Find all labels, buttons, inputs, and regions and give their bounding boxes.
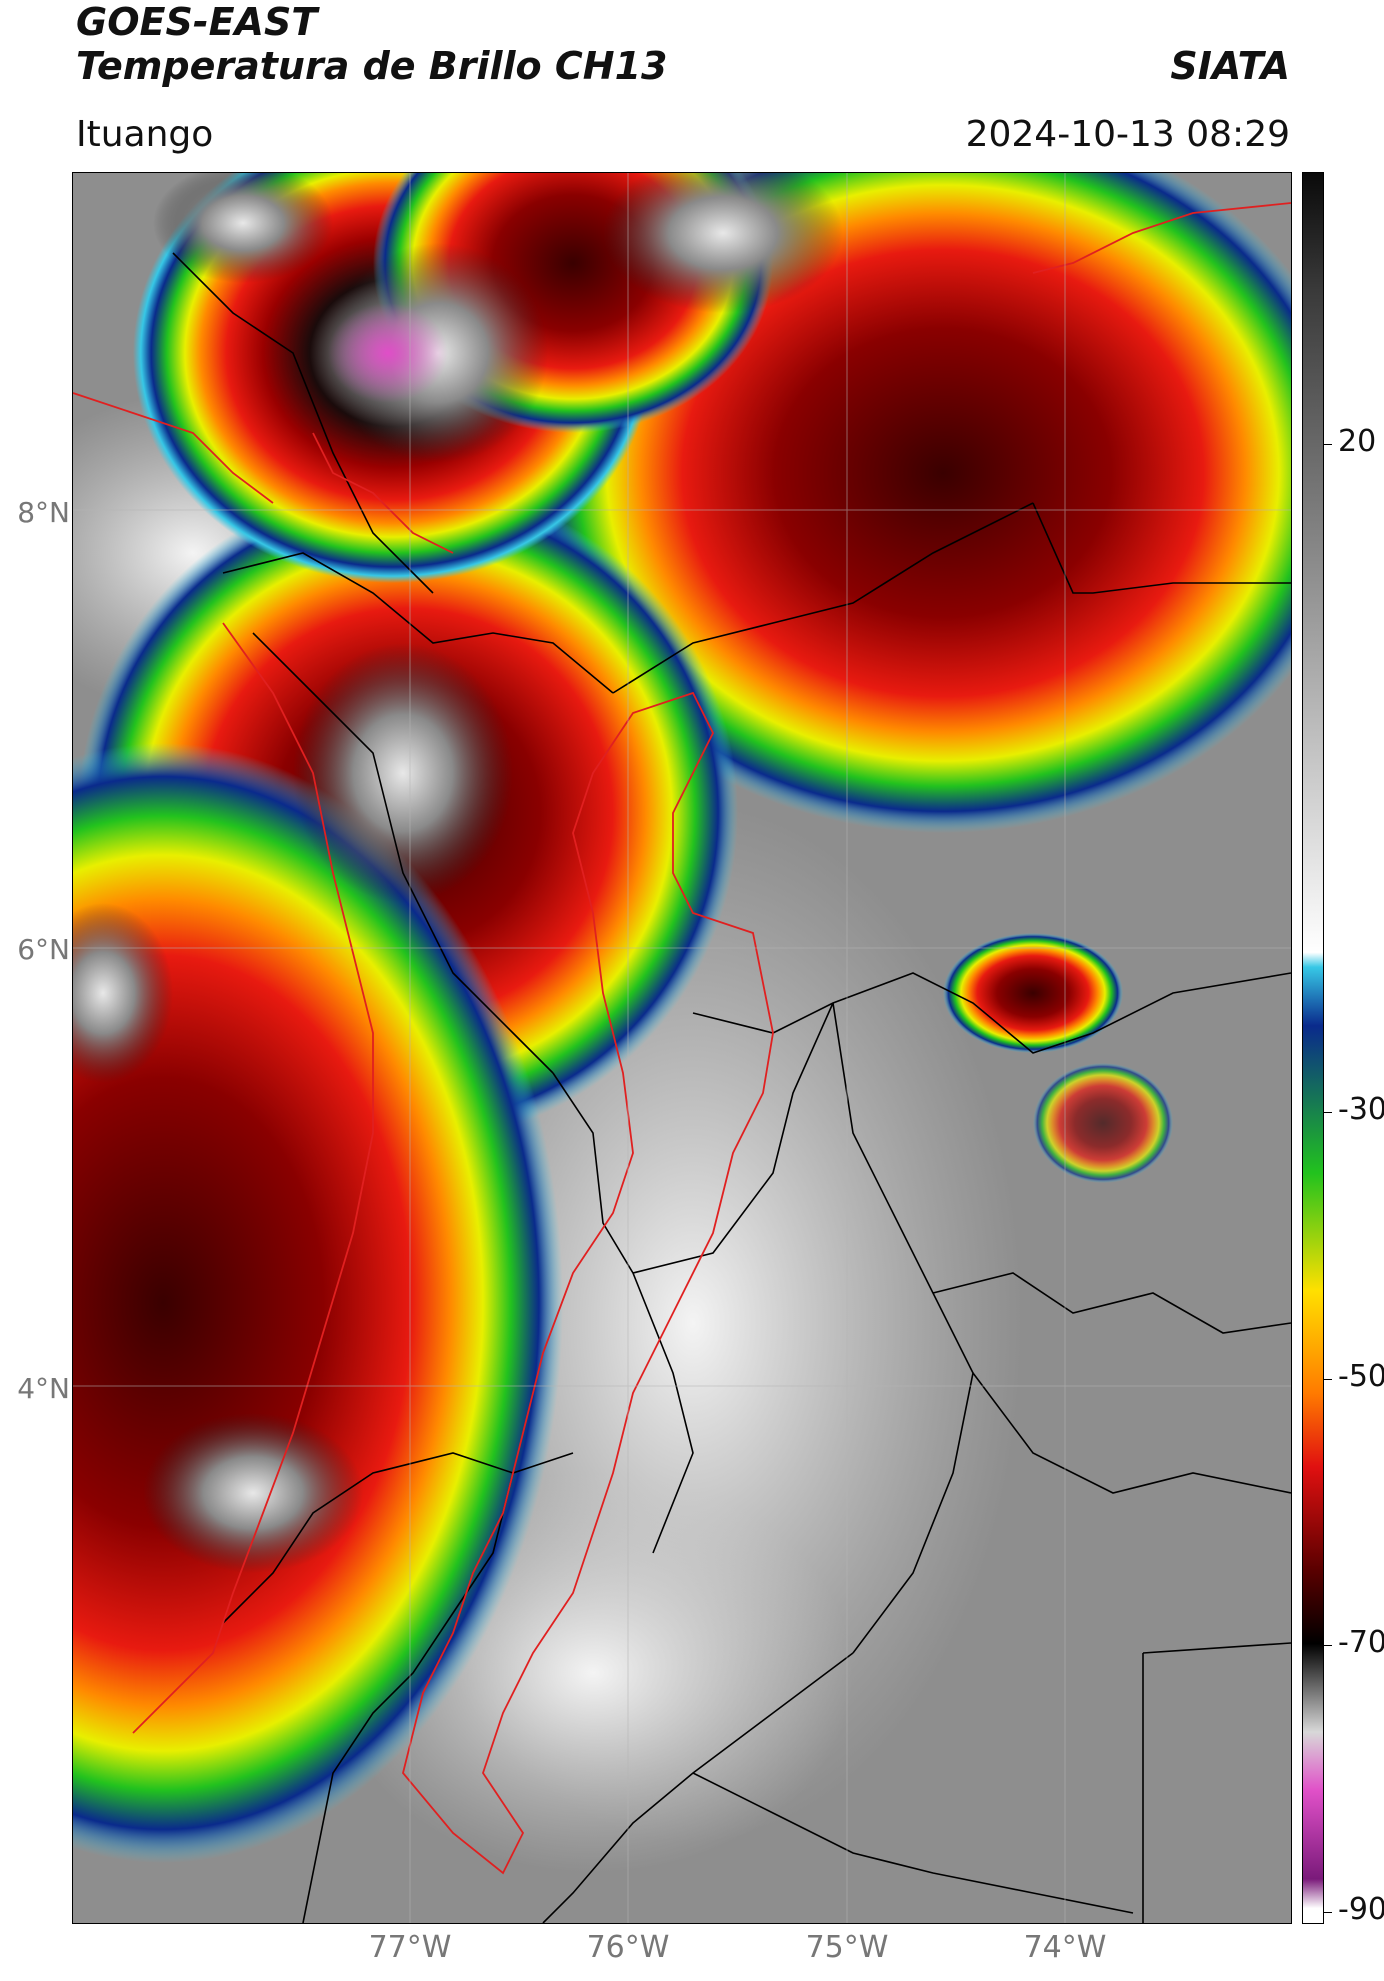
colorbar-tick-20 [1324,444,1332,445]
lat-label-6n: 6°N [17,933,70,966]
region-outline [73,202,1291,1875]
colorbar-label-20: 20 [1338,424,1377,459]
political-borders [172,252,1291,1923]
colorbar-tick-minus90 [1324,1912,1332,1913]
overshooting-top-north [603,173,843,313]
brightness-temperature-field [73,173,1291,1923]
overshooting-top-west [293,643,513,903]
colorbar-tick-minus70 [1324,1645,1332,1646]
lat-label-4n: 4°N [17,1372,70,1405]
colorbar-label-minus70: -70 [1338,1625,1384,1660]
coldest-core-pink [328,303,448,403]
lat-label-8n: 8°N [17,496,70,529]
lon-label-76w: 76°W [586,1930,670,1965]
lon-label-75w: 75°W [805,1930,889,1965]
colorbar-label-minus90: -90 [1338,1892,1384,1927]
overshooting-top-nw [153,173,333,283]
overshooting-top-sw [143,1413,363,1573]
satellite-map[interactable] [72,172,1292,1924]
storm-southwest [73,743,563,1863]
colorbar-tick-minus50 [1324,1379,1332,1380]
colorbar-label-minus30: -30 [1338,1092,1384,1127]
graticule [73,173,1291,1923]
cell-east-2 [1033,1063,1173,1183]
region-label: Ituango [76,114,214,155]
lon-label-74w: 74°W [1023,1930,1107,1965]
cell-east-1 [943,933,1123,1053]
title-line-1: GOES-EAST [76,0,318,44]
brand-label: SIATA [1170,44,1290,88]
temperature-colorbar [1302,172,1324,1924]
timestamp: 2024-10-13 08:29 [965,114,1290,155]
lon-label-77w: 77°W [368,1930,452,1965]
title-line-2: Temperatura de Brillo CH13 [76,44,668,88]
colorbar-label-minus50: -50 [1338,1359,1384,1394]
colorbar-tick-minus30 [1324,1112,1332,1113]
